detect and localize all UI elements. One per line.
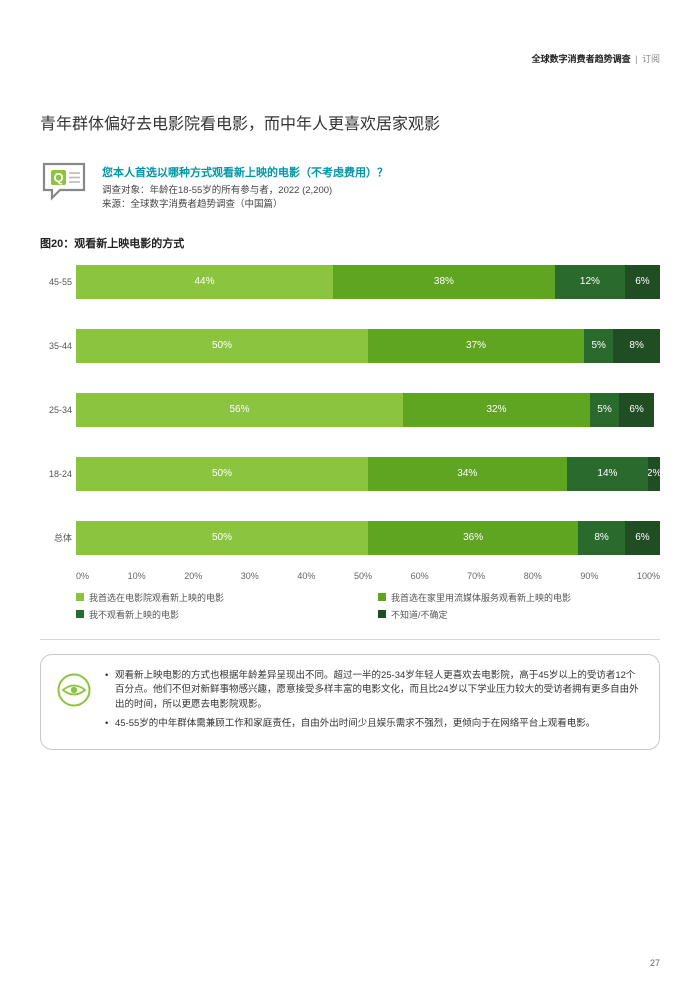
page-number: 27 [650,958,660,968]
bar-segment: 50% [76,457,368,491]
axis-tick: 20% [184,571,202,581]
legend-item: 我不观看新上映的电影 [76,608,358,621]
eye-icon [57,673,91,707]
bar-segment: 8% [578,521,625,555]
axis-tick: 80% [524,571,542,581]
insight-box: 观看新上映电影的方式也根据年龄差异呈现出不同。超过一半的25-34岁年轻人更喜欢… [40,654,660,751]
survey-question: 您本人首选以哪种方式观看新上映的电影（不考虑费用）？ [102,164,660,180]
bar-category-label: 45-55 [40,277,72,287]
insight-item: 观看新上映电影的方式也根据年龄差异呈现出不同。超过一半的25-34岁年轻人更喜欢… [105,669,643,713]
axis-tick: 50% [354,571,372,581]
bar-segment: 5% [584,329,613,363]
bar-segment: 14% [567,457,649,491]
axis-tick: 90% [580,571,598,581]
legend-label: 我不观看新上映的电影 [89,608,179,621]
legend-label: 不知道/不确定 [391,608,448,621]
x-axis: 0% 10% 20% 30% 40% 50% 60% 70% 80% 90% 100% [76,571,660,581]
bar-segment: 2% [648,457,660,491]
bar-category-label: 25-34 [40,405,72,415]
bar-row: 25-3456%32%5%6% [76,393,660,427]
axis-tick: 30% [241,571,259,581]
axis-tick: 60% [411,571,429,581]
page-title: 青年群体偏好去电影院看电影，而中年人更喜欢居家观影 [40,110,660,134]
axis-tick: 0% [76,571,89,581]
legend-swatch [378,610,386,618]
axis-tick: 100% [637,571,660,581]
header-title: 全球数字消费者趋势调查 [532,54,631,64]
legend-swatch [76,593,84,601]
legend-label: 我首选在家里用流媒体服务观看新上映的电影 [391,591,571,604]
header-breadcrumb: 全球数字消费者趋势调查 | 订阅 [532,52,660,65]
question-box: Q 您本人首选以哪种方式观看新上映的电影（不考虑费用）？ 调查对象：年龄在18-… [40,162,660,213]
axis-tick: 40% [297,571,315,581]
bar-segment: 34% [368,457,567,491]
bar-segment: 12% [555,265,625,299]
bar-segment: 50% [76,521,368,555]
survey-respondents: 调查对象：年龄在18-55岁的所有参与者，2022 (2,200) [102,184,660,198]
bar-segment: 37% [368,329,584,363]
header-section: 订阅 [642,54,660,64]
divider [40,639,660,640]
bar-category-label: 总体 [40,531,72,544]
survey-source: 来源：全球数字消费者趋势调查（中国篇） [102,198,660,212]
axis-tick: 70% [467,571,485,581]
legend-item: 不知道/不确定 [378,608,660,621]
bar-segment: 6% [625,521,660,555]
bar-segment: 6% [625,265,660,299]
svg-text:Q: Q [53,170,63,185]
legend-item: 我首选在家里用流媒体服务观看新上映的电影 [378,591,660,604]
bar-row: 18-2450%34%14%2% [76,457,660,491]
bar-category-label: 18-24 [40,469,72,479]
insight-list: 观看新上映电影的方式也根据年龄差异呈现出不同。超过一半的25-34岁年轻人更喜欢… [105,669,643,736]
bar-row: 45-5544%38%12%6% [76,265,660,299]
bar-segment: 44% [76,265,333,299]
stacked-bar-chart: 45-5544%38%12%6%35-4450%37%5%8%25-3456%3… [40,265,660,621]
chart-title: 图20：观看新上映电影的方式 [40,235,660,251]
bar-segment: 36% [368,521,578,555]
bar-segment: 56% [76,393,403,427]
bar-segment: 5% [590,393,619,427]
chart-legend: 我首选在电影院观看新上映的电影 我首选在家里用流媒体服务观看新上映的电影我不观看新… [76,591,660,621]
bar-category-label: 35-44 [40,341,72,351]
axis-tick: 10% [128,571,146,581]
legend-label: 我首选在电影院观看新上映的电影 [89,591,224,604]
insight-item: 45-55岁的中年群体需兼顾工作和家庭责任，自由外出时间少且娱乐需求不强烈，更倾… [105,717,643,732]
bar-segment: 6% [619,393,654,427]
bar-row: 总体50%36%8%6% [76,521,660,555]
legend-swatch [76,610,84,618]
bar-segment: 38% [333,265,555,299]
bar-segment: 50% [76,329,368,363]
bar-segment: 8% [613,329,660,363]
speech-bubble-q-icon: Q [40,162,88,202]
bar-row: 35-4450%37%5%8% [76,329,660,363]
legend-swatch [378,593,386,601]
legend-item: 我首选在电影院观看新上映的电影 [76,591,358,604]
bar-segment: 32% [403,393,590,427]
